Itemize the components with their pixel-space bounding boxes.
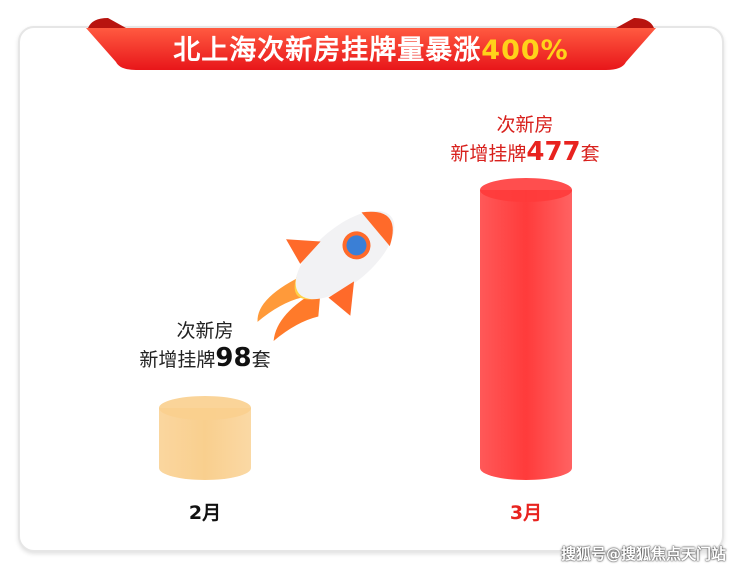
x-tick-2月: 2月	[188, 502, 222, 524]
label-3月: 次新房 新增挂牌477套	[440, 112, 610, 168]
title-highlight: 400%	[481, 35, 569, 66]
bar-2月	[159, 396, 251, 480]
bar-body	[480, 190, 572, 480]
watermark: 搜狐号@搜狐焦点天门站	[560, 545, 726, 563]
title-main: 北上海次新房挂牌量暴涨	[173, 35, 482, 66]
label-suffix: 套	[251, 349, 271, 371]
x-tick-3月: 3月	[509, 502, 543, 524]
bar-3月	[480, 178, 572, 480]
bar-body	[159, 408, 251, 480]
bar-top	[159, 396, 251, 420]
data-label-477: 477	[526, 137, 581, 167]
label-prefix: 新增挂牌	[450, 143, 527, 165]
label-line1: 次新房	[496, 114, 554, 136]
chart-card	[18, 26, 724, 552]
label-suffix: 套	[580, 143, 600, 165]
title-ribbon-text: 北上海次新房挂牌量暴涨400%	[86, 14, 656, 70]
label-line1: 次新房	[176, 320, 234, 342]
label-2月: 次新房 新增挂牌98套	[120, 318, 290, 374]
rocket-icon	[257, 210, 395, 342]
title-ribbon	[86, 18, 656, 70]
label-prefix: 新增挂牌	[139, 349, 216, 371]
data-label-98: 98	[215, 343, 252, 373]
chart-title: 北上海次新房挂牌量暴涨400%	[86, 28, 656, 67]
bar-top	[480, 178, 572, 202]
